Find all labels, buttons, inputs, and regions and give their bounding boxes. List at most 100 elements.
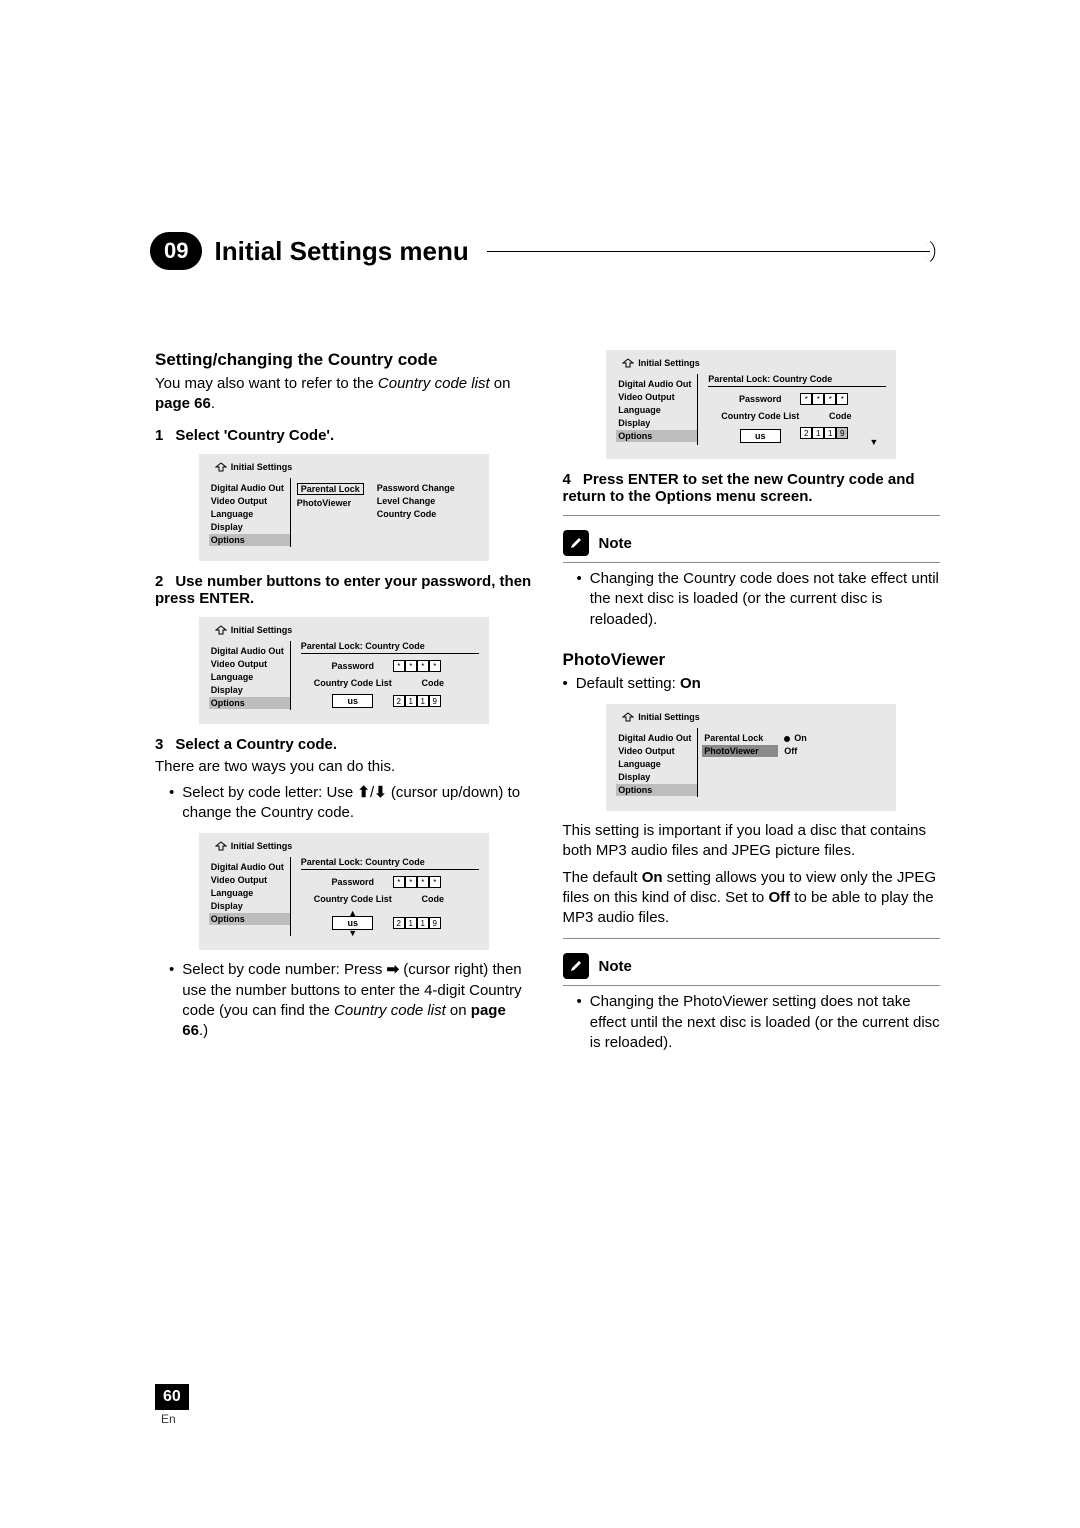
note-2-body: Changing the PhotoViewer setting does no… — [590, 992, 940, 1053]
step-3-bullet-2: • Select by code number: Press ➡ (cursor… — [169, 960, 533, 1041]
note-1-text: • Changing the Country code does not tak… — [577, 569, 941, 630]
chapter-number: 09 — [150, 232, 202, 270]
osd-item-selected: Options — [209, 913, 290, 925]
note-label: Note — [599, 958, 632, 975]
osd-right-menu: Password Change Level Change Country Cod… — [371, 478, 479, 547]
b2-on: on — [446, 1002, 471, 1019]
pv-default-pre: Default setting: — [576, 675, 680, 692]
osd-item: Video Output — [209, 658, 290, 670]
osd-cc-header: Parental Lock: Country Code — [708, 374, 886, 387]
osd-item: Digital Audio Out — [209, 861, 290, 873]
osd-right-item: Password Change — [375, 482, 479, 494]
osd-item: Language — [616, 404, 697, 416]
osd-title-text: Initial Settings — [638, 358, 700, 368]
pencil-icon — [563, 530, 589, 556]
chapter-title: Initial Settings menu — [214, 236, 468, 267]
b1-pre: Select by code letter: Use — [182, 784, 357, 801]
chapter-header: 09 Initial Settings menu — [150, 232, 930, 270]
intro-post: on — [490, 375, 511, 392]
arrow-down-icon: ⬇ — [374, 784, 387, 801]
osd-country-us: us — [740, 429, 781, 443]
osd-right-item: Country Code — [375, 508, 479, 520]
osd-item-selected: Options — [209, 534, 290, 546]
arrow-up-icon: ⬆ — [357, 784, 370, 801]
page-language: En — [161, 1412, 176, 1426]
step-3-bullet-1: • Select by code letter: Use ⬆/⬇ (cursor… — [169, 783, 533, 824]
osd-item: Digital Audio Out — [209, 482, 290, 494]
b2-end: .) — [199, 1022, 208, 1039]
osd-code-label: Code — [393, 678, 473, 688]
osd-ccl-label: Country Code List — [720, 411, 800, 421]
osd-item: Digital Audio Out — [616, 378, 697, 390]
intro-pre: You may also want to refer to the — [155, 375, 378, 392]
intro-page-ref: page 66 — [155, 395, 211, 412]
osd-country-code-letter: Initial Settings Digital Audio Out Video… — [199, 833, 489, 950]
osd-country-code-number: Initial Settings Digital Audio Out Video… — [606, 350, 896, 459]
osd-mid-selected: Parental Lock — [297, 483, 364, 495]
page-footer: 60 En — [155, 1384, 189, 1428]
step-2: 2Use number buttons to enter your passwo… — [155, 573, 533, 607]
osd-country-us: us — [332, 916, 373, 930]
arrow-right-icon: ➡ — [387, 961, 400, 978]
note-heading-2: Note — [563, 953, 941, 979]
step-3-intro: There are two ways you can do this. — [155, 757, 533, 777]
osd-item: Video Output — [209, 495, 290, 507]
osd-cc-header: Parental Lock: Country Code — [301, 857, 479, 870]
osd-item: Language — [209, 887, 290, 899]
step-4: 4Press ENTER to set the new Country code… — [563, 471, 941, 505]
osd-parental-lock: Initial Settings Digital Audio Out Video… — [199, 454, 489, 561]
osd-title-text: Initial Settings — [231, 625, 293, 635]
osd-country-us: us — [332, 694, 373, 708]
osd-right-item: Level Change — [375, 495, 479, 507]
pv-paragraph-2: The default On setting allows you to vie… — [563, 868, 941, 929]
pencil-icon — [563, 953, 589, 979]
osd-item: Display — [209, 684, 290, 696]
section-heading-country-code: Setting/changing the Country code — [155, 350, 533, 370]
osd-title-text: Initial Settings — [231, 841, 293, 851]
pv-default-val: On — [680, 675, 701, 692]
osd-password-label: Password — [313, 877, 393, 887]
pv-paragraph-1: This setting is important if you load a … — [563, 821, 941, 862]
osd-item: Language — [209, 508, 290, 520]
left-column: Setting/changing the Country code You ma… — [155, 350, 533, 1057]
osd-item: Language — [616, 758, 697, 770]
osd-item-selected: Options — [209, 697, 290, 709]
osd-item: Video Output — [616, 391, 697, 403]
osd-item-selected: Options — [616, 784, 697, 796]
osd-item: Display — [209, 900, 290, 912]
intro-period: . — [211, 395, 215, 412]
osd-password-label: Password — [313, 661, 393, 671]
osd-password-label: Password — [720, 394, 800, 404]
arrow-down-icon: ▼ — [313, 930, 393, 936]
osd-item: Display — [616, 771, 697, 783]
osd-code-label: Code — [800, 411, 880, 421]
osd-item: Video Output — [209, 874, 290, 886]
note-2-text: • Changing the PhotoViewer setting does … — [577, 992, 941, 1053]
page-number: 60 — [155, 1384, 189, 1410]
osd-title-text: Initial Settings — [638, 712, 700, 722]
osd-item: Language — [209, 671, 290, 683]
step-1: 1Select 'Country Code'. — [155, 427, 533, 444]
osd-code-digits: 2119 — [393, 695, 473, 707]
note-1-body: Changing the Country code does not take … — [590, 569, 940, 630]
osd-password-boxes — [393, 660, 473, 672]
arrow-down-icon: ▼ — [800, 439, 880, 445]
osd-item: Display — [209, 521, 290, 533]
osd-item: Digital Audio Out — [616, 732, 697, 744]
step-4-text: Press ENTER to set the new Country code … — [563, 471, 915, 505]
osd-title: Initial Settings — [215, 462, 479, 472]
note-heading-1: Note — [563, 530, 941, 556]
note-label: Note — [599, 535, 632, 552]
right-column: Initial Settings Digital Audio Out Video… — [563, 350, 941, 1057]
osd-item: Digital Audio Out — [209, 645, 290, 657]
osd-photoviewer: Initial Settings Digital Audio Out Video… — [606, 704, 896, 811]
b2-italic: Country code list — [334, 1002, 446, 1019]
section-heading-photoviewer: PhotoViewer — [563, 650, 941, 670]
intro-italic: Country code list — [378, 375, 490, 392]
intro-text: You may also want to refer to the Countr… — [155, 374, 533, 415]
osd-item-selected: Options — [616, 430, 697, 442]
step-3-title: Select a Country code. — [175, 736, 337, 753]
osd-code-label: Code — [393, 894, 473, 904]
osd-mid-selected: PhotoViewer — [702, 745, 778, 757]
osd-ccl-label: Country Code List — [313, 894, 393, 904]
